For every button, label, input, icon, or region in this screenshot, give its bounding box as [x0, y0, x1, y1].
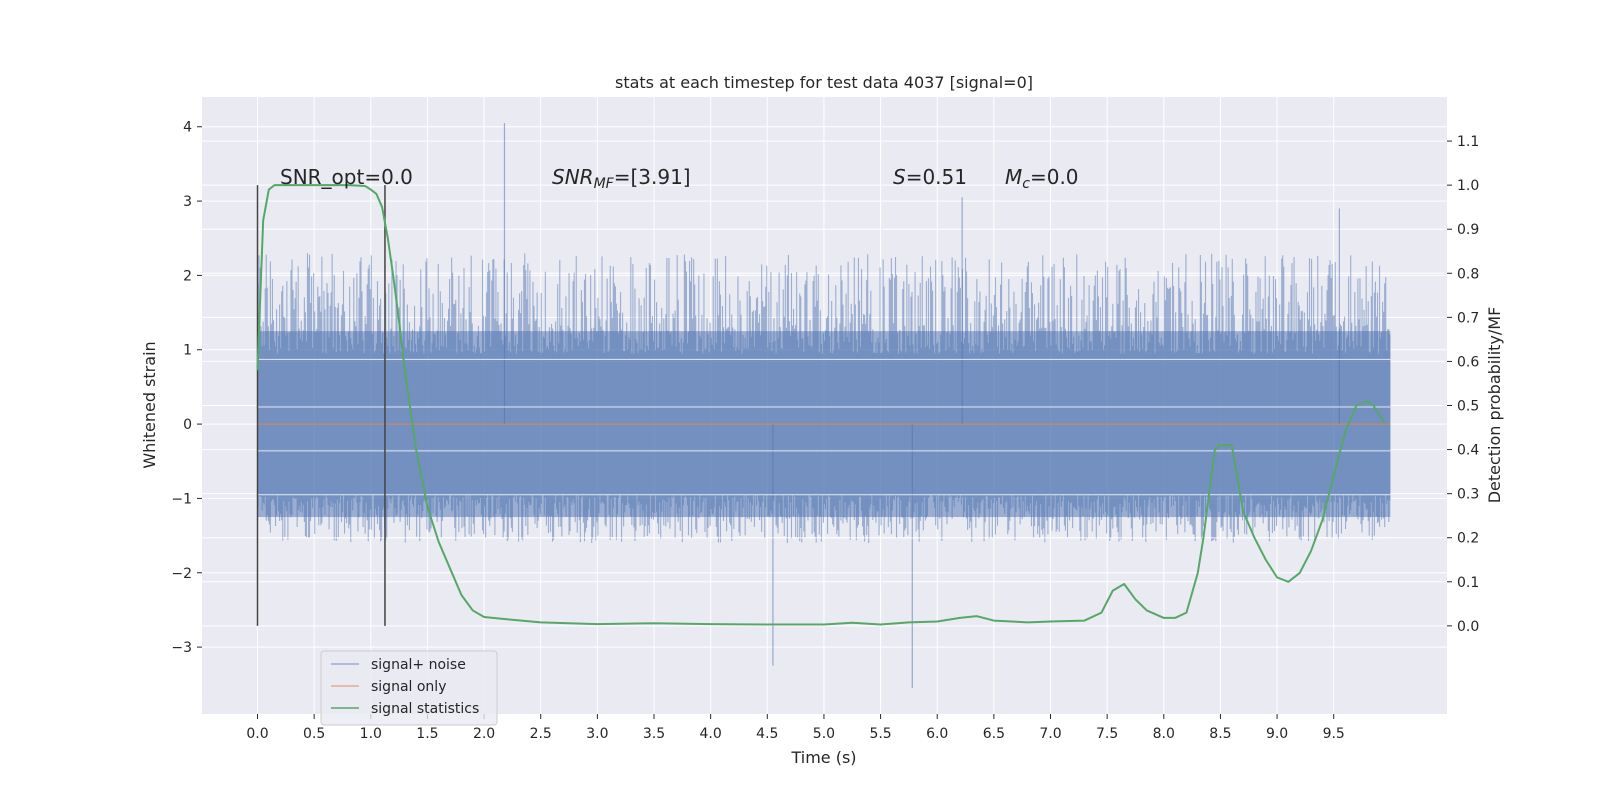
- s-value: =0.51: [906, 165, 967, 189]
- mc-value: =0.0: [1030, 165, 1079, 189]
- x-tick-label: 1.0: [360, 726, 382, 742]
- y-right-tick-label: 0.9: [1457, 222, 1479, 238]
- y-axis-left-label: Whitened strain: [140, 341, 159, 468]
- signal-statistics-line: [256, 184, 1386, 626]
- x-tick-label: 8.0: [1153, 726, 1175, 742]
- x-tick-label: 4.0: [700, 726, 722, 742]
- legend-label-signal-only: signal only: [371, 679, 446, 695]
- legend-box: [320, 650, 498, 726]
- snr-mf-value: =[3.91]: [614, 165, 691, 189]
- vertical-markers: [256, 185, 386, 626]
- mc-sub: c: [1022, 176, 1030, 192]
- x-tick-label: 7.0: [1039, 726, 1061, 742]
- x-tick-label: 5.5: [869, 726, 891, 742]
- y-right-tick-label: 0.3: [1457, 487, 1479, 503]
- y-axis-right-label: Detection probability/MF: [1485, 307, 1504, 504]
- legend-label-signal-noise: signal+ noise: [371, 657, 466, 673]
- annotation-snr-opt: SNR_opt=0.0: [280, 165, 413, 189]
- x-tick-label: 6.5: [983, 726, 1005, 742]
- snr-mf-prefix: SNR: [552, 165, 594, 189]
- chart-title: stats at each timestep for test data 403…: [615, 73, 1033, 92]
- y-left-tick-label: 2: [183, 268, 192, 284]
- y-right-tick-label: 0.4: [1457, 443, 1479, 459]
- x-tick-label: 5.0: [813, 726, 835, 742]
- x-tick-label: 7.5: [1096, 726, 1118, 742]
- x-tick-label: 6.0: [926, 726, 948, 742]
- x-tick-label: 0.0: [246, 726, 268, 742]
- y-right-tick-label: 0.6: [1457, 354, 1479, 370]
- legend: signal+ noise signal only signal statist…: [320, 650, 498, 726]
- x-tick-label: 9.5: [1323, 726, 1345, 742]
- mc-label: M: [1005, 165, 1022, 189]
- annotation-s: S=0.51: [893, 165, 967, 189]
- y-right-tick-label: 0.1: [1457, 575, 1479, 591]
- y-right-tick-label: 1.1: [1457, 134, 1479, 150]
- x-tick-label: 9.0: [1266, 726, 1288, 742]
- x-tick-label: 2.0: [473, 726, 495, 742]
- x-tick-label: 1.5: [416, 726, 438, 742]
- y-right-tick-label: 0.5: [1457, 399, 1479, 415]
- y-axis-right-ticks: 1.1 1.0 0.9 0.8 0.7 0.6 0.5 0.4 0.3 0.2 0.1 0.0: [1447, 134, 1479, 635]
- y-right-tick-label: 0.0: [1457, 619, 1479, 635]
- x-tick-label: 2.5: [530, 726, 552, 742]
- y-right-tick-label: 0.8: [1457, 266, 1479, 282]
- y-right-tick-label: 1.0: [1457, 178, 1479, 194]
- x-tick-label: 3.0: [586, 726, 608, 742]
- y-left-tick-label: 4: [183, 120, 192, 136]
- annotation-snr-mf: SNRMF=[3.91]: [552, 165, 691, 192]
- x-axis-label: Time (s): [790, 748, 856, 767]
- legend-label-signal-statistics: signal statistics: [371, 701, 479, 717]
- x-tick-label: 8.5: [1209, 726, 1231, 742]
- y-left-tick-label: 0: [183, 417, 192, 433]
- y-right-tick-label: 0.7: [1457, 310, 1479, 326]
- y-left-tick-label: −1: [171, 491, 192, 507]
- x-tick-label: 0.5: [303, 726, 325, 742]
- y-axis-left-ticks: 4 3 2 1 0 −1 −2 −3: [171, 120, 202, 656]
- series-signal-statistics: [256, 184, 1386, 626]
- x-tick-label: 4.5: [756, 726, 778, 742]
- y-right-tick-label: 0.2: [1457, 531, 1479, 547]
- y-left-tick-label: 1: [183, 343, 192, 359]
- y-left-tick-label: −2: [171, 566, 192, 582]
- y-left-tick-label: −3: [171, 640, 192, 656]
- y-left-tick-label: 3: [183, 194, 192, 210]
- annotation-mc: Mc=0.0: [1005, 165, 1079, 192]
- snr-mf-sub: MF: [594, 176, 615, 192]
- x-axis-ticks: 0.0 0.5 1.0 1.5 2.0 2.5 3.0 3.5 4.0 4.5 5.0 5.5 6.0 6…: [246, 714, 1345, 742]
- x-tick-label: 3.5: [643, 726, 665, 742]
- s-label: S: [893, 165, 906, 189]
